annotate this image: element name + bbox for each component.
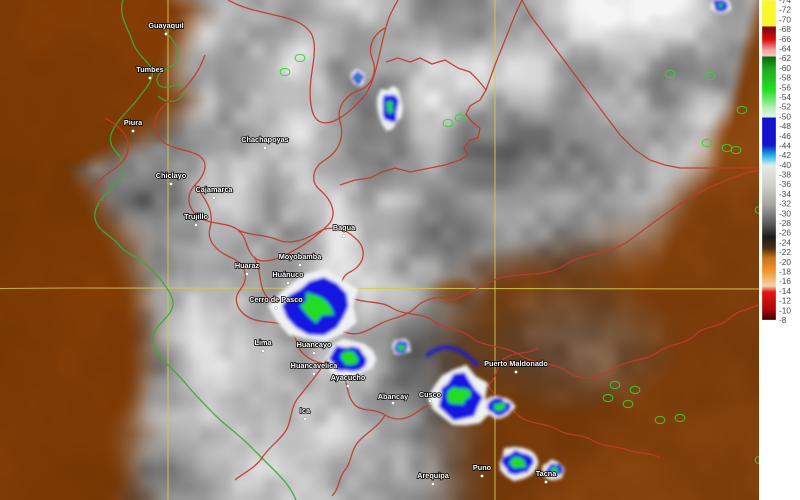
svg-text:-48: -48: [779, 121, 791, 131]
svg-text:-44: -44: [779, 140, 791, 150]
svg-text:-62: -62: [779, 53, 791, 63]
svg-text:Piura: Piura: [124, 118, 143, 127]
svg-text:-16: -16: [779, 276, 791, 286]
svg-text:-8: -8: [779, 315, 787, 325]
svg-text:-36: -36: [779, 179, 791, 189]
svg-text:-46: -46: [779, 131, 791, 141]
svg-text:Cusco: Cusco: [419, 390, 442, 399]
svg-text:-72: -72: [779, 5, 791, 15]
svg-text:-20: -20: [779, 257, 791, 267]
svg-text:Chachapoyas: Chachapoyas: [241, 135, 288, 144]
svg-text:Cerro de Pasco: Cerro de Pasco: [249, 295, 303, 304]
svg-text:-26: -26: [779, 228, 791, 238]
svg-text:Ayacucho: Ayacucho: [331, 373, 366, 382]
svg-text:Tacna: Tacna: [536, 469, 557, 478]
svg-text:Trujillo: Trujillo: [184, 212, 208, 221]
svg-text:Puno: Puno: [473, 463, 492, 472]
svg-text:Huancayo: Huancayo: [297, 340, 332, 349]
svg-text:-12: -12: [779, 296, 791, 306]
svg-text:-70: -70: [779, 14, 791, 24]
svg-text:-22: -22: [779, 247, 791, 257]
svg-text:-42: -42: [779, 150, 791, 160]
svg-text:Chiclayo: Chiclayo: [156, 171, 187, 180]
svg-text:-56: -56: [779, 82, 791, 92]
svg-text:-24: -24: [779, 237, 791, 247]
svg-text:Bagua: Bagua: [333, 223, 356, 232]
svg-text:-32: -32: [779, 199, 791, 209]
svg-text:Guayaquil: Guayaquil: [148, 21, 183, 30]
svg-text:-28: -28: [779, 218, 791, 228]
svg-text:-54: -54: [779, 92, 791, 102]
svg-text:-34: -34: [779, 189, 791, 199]
svg-text:Cajamarca: Cajamarca: [196, 185, 234, 194]
svg-text:-40: -40: [779, 160, 791, 170]
svg-text:-58: -58: [779, 73, 791, 83]
svg-text:-52: -52: [779, 102, 791, 112]
svg-text:-60: -60: [779, 63, 791, 73]
svg-text:-68: -68: [779, 24, 791, 34]
svg-text:-50: -50: [779, 111, 791, 121]
svg-text:Moyobamba: Moyobamba: [279, 252, 323, 261]
svg-text:-64: -64: [779, 43, 791, 53]
svg-text:-30: -30: [779, 208, 791, 218]
svg-text:Huánuco: Huánuco: [272, 270, 304, 279]
svg-text:-14: -14: [779, 286, 791, 296]
svg-text:Puerto Maldonado: Puerto Maldonado: [484, 359, 548, 368]
svg-text:Huancavelica: Huancavelica: [291, 361, 339, 370]
svg-text:-66: -66: [779, 34, 791, 44]
svg-text:Ica: Ica: [300, 406, 311, 415]
svg-text:-10: -10: [779, 305, 791, 315]
svg-text:-38: -38: [779, 170, 791, 180]
svg-text:Huaraz: Huaraz: [235, 261, 260, 270]
svg-text:Lima: Lima: [254, 338, 272, 347]
svg-text:Tumbes: Tumbes: [136, 65, 163, 74]
svg-text:Abancay: Abancay: [378, 392, 409, 401]
svg-text:Arequipa: Arequipa: [417, 471, 450, 480]
svg-text:-18: -18: [779, 267, 791, 277]
